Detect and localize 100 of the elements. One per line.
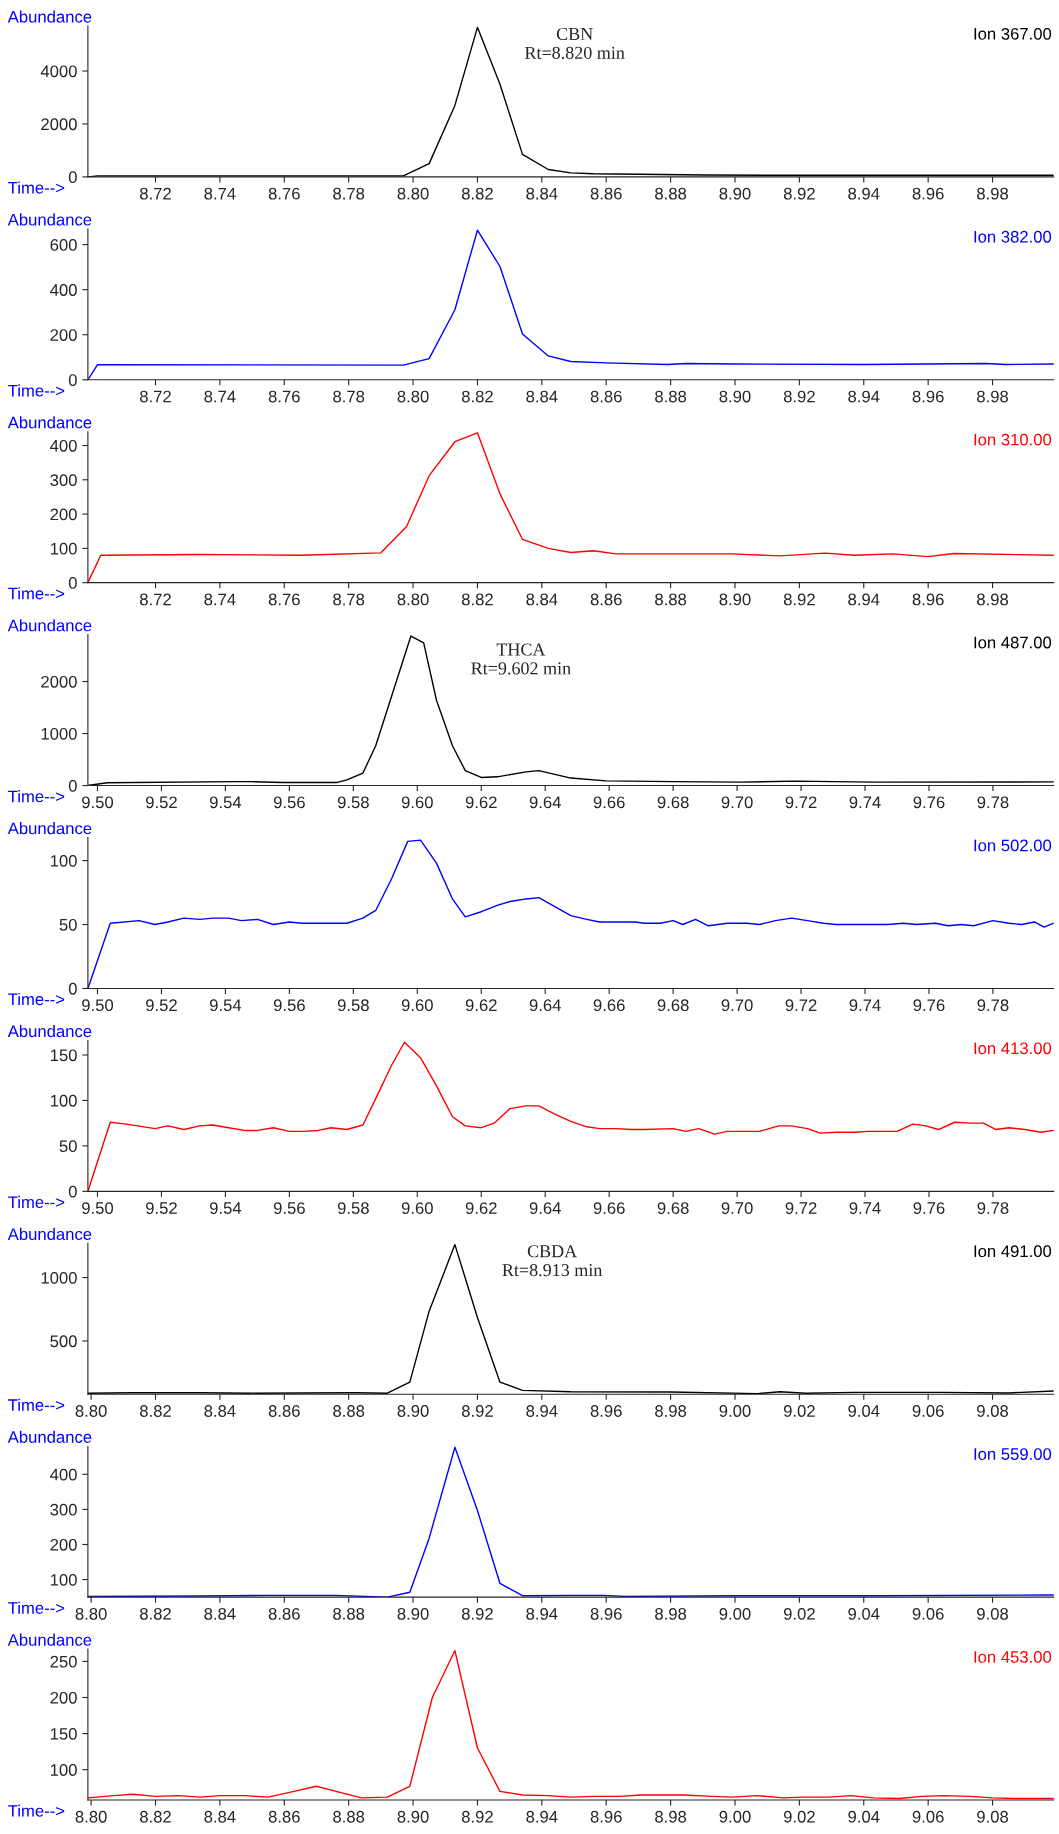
x-tick-label: 8.88 — [655, 187, 687, 200]
x-tick-label: 9.54 — [209, 999, 242, 1012]
x-tick-label: 9.62 — [465, 999, 497, 1012]
x-axis-title: Time--> — [8, 181, 65, 194]
x-tick-label: 8.74 — [204, 390, 236, 403]
x-tick-label: 8.86 — [590, 390, 622, 403]
x-tick-label: 8.86 — [590, 187, 622, 200]
x-tick-label: 8.98 — [655, 1810, 687, 1823]
x-tick-label: 8.78 — [333, 187, 365, 200]
line-series — [87, 1243, 1054, 1395]
y-tick-label: 1000 — [41, 727, 77, 740]
y-axis-title: Abundance — [7, 822, 92, 835]
text: Ion 310.00 — [974, 433, 1052, 446]
y-tick-label: 50 — [59, 918, 77, 931]
x-tick-label: 9.08 — [977, 1405, 1009, 1417]
x-tick-label: 8.88 — [333, 1405, 365, 1417]
y-tick-label: 100 — [50, 542, 77, 555]
y-tick-label: 100 — [50, 1573, 77, 1586]
x-tick-label: 9.06 — [912, 1810, 944, 1823]
x-tick-label: 9.70 — [721, 796, 753, 809]
x-tick-label: 9.56 — [273, 796, 305, 809]
x-tick-label: 9.02 — [783, 1405, 815, 1417]
x-tick-label: 9.72 — [785, 1202, 817, 1214]
x-tick-label: 9.64 — [529, 999, 561, 1012]
x-tick-label: 9.58 — [337, 999, 369, 1012]
x-tick-label: 8.92 — [461, 1607, 493, 1620]
x-axis-title: Time--> — [8, 1804, 65, 1817]
x-tick-label: 9.74 — [849, 796, 881, 809]
x-tick-label: 8.94 — [848, 187, 880, 200]
x-tick-label: 8.72 — [140, 187, 171, 200]
y-tick-label: 300 — [50, 1503, 77, 1516]
x-tick-label: 8.72 — [140, 593, 171, 606]
x-tick-label: 8.96 — [912, 390, 944, 403]
x-tick-label: 8.82 — [461, 187, 493, 200]
y-axis-title: Abundance — [7, 1633, 92, 1646]
x-tick-label: 9.66 — [593, 999, 625, 1012]
x-axis-title: Time--> — [8, 587, 65, 600]
x-tick-label: 9.60 — [401, 999, 433, 1012]
x-tick-label: 8.90 — [719, 593, 751, 606]
x-tick-label: 8.82 — [461, 593, 493, 606]
x-tick-label: 8.88 — [333, 1607, 365, 1620]
x-tick-label: 8.78 — [333, 593, 365, 606]
y-axis-title: Abundance — [7, 619, 92, 632]
x-tick-label: 9.64 — [529, 1202, 561, 1214]
x-tick-label: 8.88 — [655, 593, 687, 606]
y-tick-label: 250 — [50, 1655, 77, 1668]
x-tick-label: 8.86 — [268, 1607, 300, 1620]
y-tick-label: 0 — [68, 171, 77, 184]
y-tick-label: 0 — [68, 374, 77, 386]
y-tick-label: 200 — [50, 1538, 77, 1551]
x-tick-label: 8.80 — [75, 1607, 107, 1620]
text: Ion 491.00 — [974, 1245, 1052, 1258]
x-tick-label: 9.70 — [721, 1202, 753, 1214]
y-tick-label: 150 — [50, 1049, 77, 1062]
x-tick-label: 9.06 — [912, 1405, 944, 1417]
x-tick-label: 9.06 — [912, 1607, 944, 1620]
y-tick-label: 600 — [50, 239, 77, 251]
y-tick-label: 200 — [50, 508, 77, 521]
y-axis-title: Abundance — [7, 10, 92, 23]
x-tick-label: 8.94 — [848, 593, 880, 606]
y-tick-label: 400 — [50, 1468, 77, 1481]
x-tick-label: 8.82 — [140, 1405, 171, 1417]
x-tick-label: 9.62 — [465, 1202, 497, 1214]
y-tick-label: 1000 — [41, 1271, 77, 1284]
x-tick-label: 9.56 — [273, 999, 305, 1012]
y-tick-label: 0 — [68, 1185, 77, 1198]
x-tick-label: 9.78 — [977, 796, 1009, 809]
x-tick-label: 8.82 — [140, 1607, 171, 1620]
x-tick-label: 8.82 — [461, 390, 493, 403]
y-tick-label: 4000 — [40, 65, 77, 78]
text: Ion 413.00 — [974, 1042, 1052, 1055]
y-axis-title: Abundance — [7, 1227, 92, 1241]
y-tick-label: 2000 — [41, 118, 77, 131]
x-tick-label: 8.96 — [590, 1810, 622, 1823]
x-tick-label: 8.94 — [848, 390, 880, 403]
x-tick-label: 9.00 — [719, 1607, 751, 1620]
x-tick-label: 9.60 — [401, 1202, 433, 1214]
x-tick-label: 8.86 — [590, 593, 622, 606]
x-tick-label: 8.80 — [397, 593, 429, 606]
x-tick-label: 8.84 — [526, 187, 558, 200]
y-axis-title: Abundance — [7, 1024, 92, 1038]
y-tick-label: 400 — [50, 439, 77, 452]
x-tick-label: 8.90 — [719, 187, 751, 200]
annotation: CBDA Rt=8.913 min — [502, 1245, 603, 1277]
x-tick-label: 9.78 — [977, 999, 1009, 1012]
x-tick-label: 8.80 — [75, 1405, 107, 1417]
x-axis-title: Time--> — [8, 1398, 65, 1411]
x-tick-label: 9.58 — [337, 1202, 369, 1214]
x-tick-label: 8.86 — [268, 1810, 300, 1823]
x-tick-label: 8.90 — [719, 390, 751, 403]
text: Ion 502.00 — [974, 839, 1052, 852]
x-tick-label: 8.72 — [140, 390, 171, 403]
y-tick-label: 200 — [50, 329, 77, 341]
x-tick-label: 8.90 — [397, 1405, 429, 1417]
x-axis-title: Time--> — [8, 384, 65, 397]
x-tick-label: 9.04 — [848, 1405, 880, 1417]
x-tick-label: 8.98 — [655, 1607, 687, 1620]
x-tick-label: 8.76 — [268, 390, 300, 403]
x-tick-label: 8.74 — [204, 187, 236, 200]
text: Ion 453.00 — [974, 1651, 1052, 1663]
